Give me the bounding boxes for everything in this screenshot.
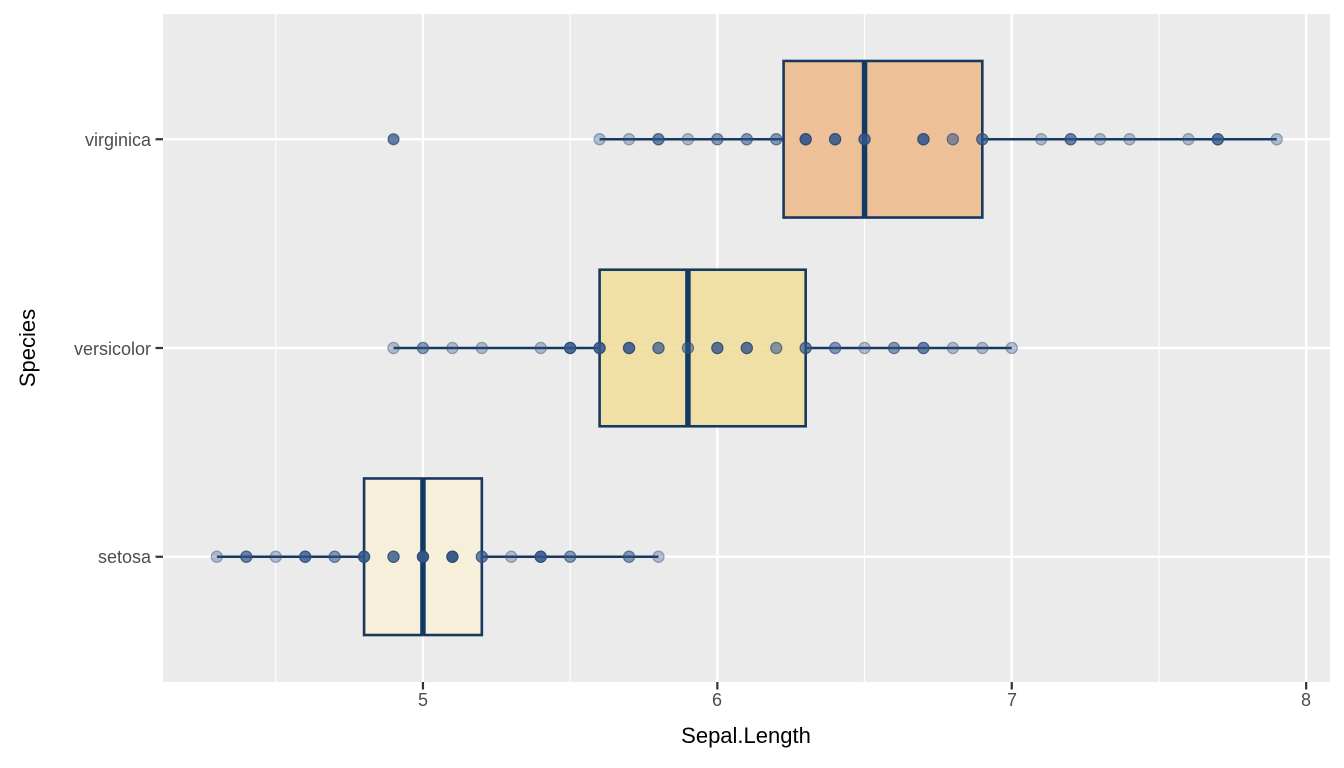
data-point <box>622 133 636 146</box>
data-point <box>1182 133 1195 146</box>
data-point <box>593 133 606 146</box>
data-point <box>858 133 871 146</box>
data-point <box>740 133 753 146</box>
data-point <box>505 550 518 563</box>
y-tick-label-setosa: setosa <box>97 547 151 567</box>
data-point <box>828 133 842 146</box>
data-point <box>652 550 665 563</box>
data-point <box>328 550 341 563</box>
data-point <box>298 550 312 563</box>
x-tick-label-7: 7 <box>1006 690 1018 710</box>
data-point <box>416 550 430 563</box>
data-point <box>652 133 665 146</box>
data-point <box>563 550 577 563</box>
data-point <box>210 550 224 563</box>
data-point <box>534 341 547 355</box>
data-point <box>799 133 812 146</box>
data-point <box>446 341 459 355</box>
data-point <box>475 341 489 355</box>
x-tick-label-8: 8 <box>1300 690 1312 710</box>
data-point <box>563 341 577 355</box>
data-point <box>681 341 695 355</box>
data-point <box>711 341 724 355</box>
data-point <box>946 133 960 146</box>
data-point <box>858 341 871 355</box>
x-tick-label-6: 6 <box>711 690 723 710</box>
data-point <box>770 341 783 355</box>
data-point <box>534 550 547 563</box>
data-point <box>799 341 812 355</box>
outlier-point <box>387 133 400 146</box>
data-point <box>711 133 724 146</box>
data-point <box>976 341 989 355</box>
data-point <box>1005 341 1018 355</box>
data-point <box>887 341 901 355</box>
y-tick-label-versicolor: versicolor <box>73 338 151 359</box>
y-tick-label-virginica: virginica <box>84 130 151 150</box>
y-axis-title: Species <box>15 308 40 388</box>
data-point <box>828 341 842 355</box>
data-point <box>1211 133 1225 146</box>
data-point <box>1123 133 1136 146</box>
data-point <box>387 133 400 146</box>
data-point <box>446 550 459 563</box>
data-point <box>475 550 489 563</box>
data-point <box>416 341 430 355</box>
data-point <box>357 550 371 563</box>
data-point <box>1093 133 1107 146</box>
data-point <box>1034 133 1048 146</box>
data-point <box>917 341 930 355</box>
data-point <box>976 133 989 146</box>
x-tick-label-5: 5 <box>417 690 429 710</box>
data-point <box>946 341 960 355</box>
data-point <box>770 133 783 146</box>
data-point <box>1270 133 1283 146</box>
data-point <box>652 341 665 355</box>
data-point <box>622 550 636 563</box>
x-axis-title: Sepal.Length <box>681 723 811 748</box>
data-point <box>387 341 400 355</box>
data-point <box>593 341 606 355</box>
data-point <box>740 341 753 355</box>
data-point <box>622 341 636 355</box>
data-point <box>1064 133 1077 146</box>
data-point <box>240 550 253 563</box>
data-point <box>917 133 930 146</box>
data-point <box>681 133 695 146</box>
data-point <box>269 550 282 563</box>
data-point <box>387 550 400 563</box>
